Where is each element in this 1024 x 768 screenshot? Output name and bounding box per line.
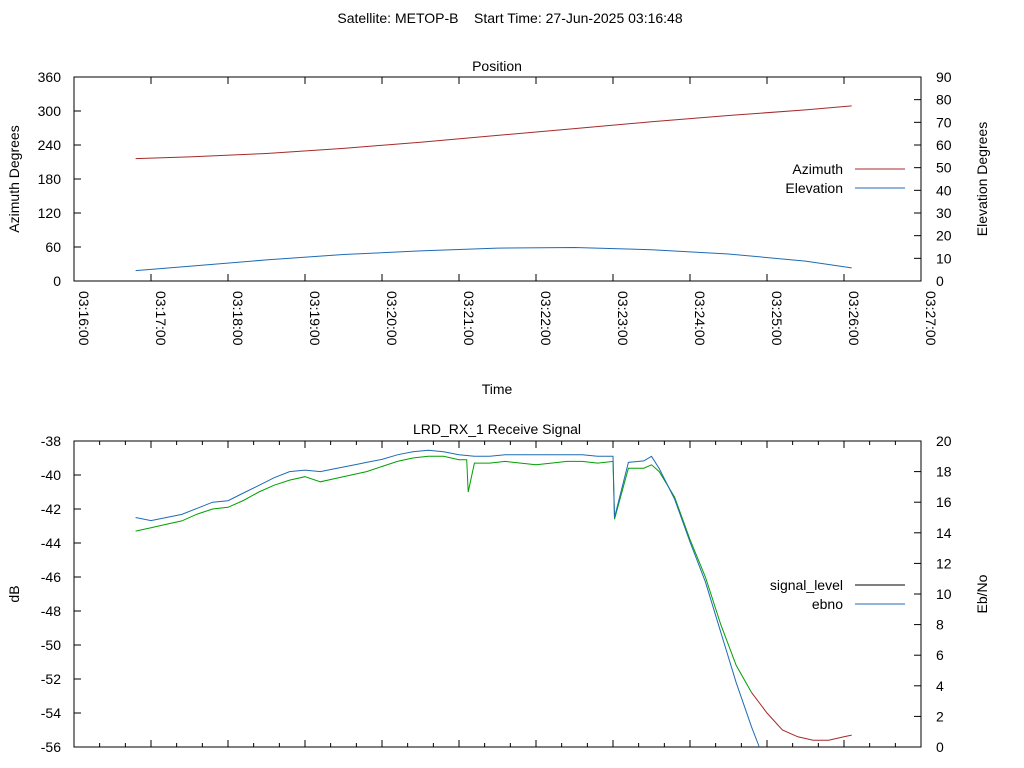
receive-signal-legend: signal_level ebno <box>770 577 905 612</box>
y-tick-label: -40 <box>41 467 61 483</box>
x-tick-label: 03:22:00 <box>538 291 554 346</box>
receive-signal-series-lines <box>135 449 852 748</box>
x-tick-label: 03:18:00 <box>230 291 246 346</box>
y2-tick-label: 70 <box>936 114 952 130</box>
y-tick-label: -50 <box>41 637 61 653</box>
series-line-ebno <box>135 449 760 748</box>
y2-tick-label: 16 <box>936 494 952 510</box>
position-legend: Azimuth Elevation <box>785 161 905 196</box>
receive-signal-axis-ticks: -56 -54 -52 -50 -48 -46 -44 -42 -40 -38 0 2 4 6 8 10 12 1… <box>41 433 952 755</box>
figure-suptitle: Satellite: METOP-B Start Time: 27-Jun-20… <box>337 10 682 26</box>
y2-tick-label: 14 <box>936 525 952 541</box>
y-tick-label: -38 <box>41 433 61 449</box>
y2-tick-label: 30 <box>936 205 952 221</box>
legend-label-signal-level: signal_level <box>770 577 843 593</box>
x-tick-label: 03:17:00 <box>153 291 169 346</box>
y-tick-label: -52 <box>41 671 61 687</box>
x-tick-label: 03:27:00 <box>923 291 939 346</box>
y2-tick-label: 18 <box>936 464 952 480</box>
position-y-axis-label: Azimuth Degrees <box>6 125 22 232</box>
y-tick-label: -48 <box>41 603 61 619</box>
position-chart-title: Position <box>472 58 522 74</box>
receive-signal-y-axis-label: dB <box>6 585 22 602</box>
series-line-azimuth <box>135 105 852 160</box>
y2-tick-label: 10 <box>936 250 952 266</box>
y2-tick-label: 12 <box>936 555 952 571</box>
y2-tick-label: 20 <box>936 433 952 449</box>
y-tick-label: -46 <box>41 569 61 585</box>
position-y2-axis-label: Elevation Degrees <box>974 122 990 236</box>
x-tick-label: 03:20:00 <box>384 291 400 346</box>
series-line-signal-level <box>751 692 852 741</box>
y2-tick-label: 0 <box>936 739 944 755</box>
position-x-axis-label: Time <box>482 381 513 397</box>
x-tick-label: 03:26:00 <box>846 291 862 346</box>
y-tick-label: 180 <box>38 171 62 187</box>
legend-label-elevation: Elevation <box>785 180 843 196</box>
legend-label-azimuth: Azimuth <box>792 161 843 177</box>
y-tick-label: -54 <box>41 705 61 721</box>
y2-tick-label: 90 <box>936 69 952 85</box>
y2-tick-label: 2 <box>936 708 944 724</box>
y-tick-label: -56 <box>41 739 61 755</box>
y2-tick-label: 60 <box>936 137 952 153</box>
y-tick-label: 360 <box>38 69 62 85</box>
y2-tick-label: 20 <box>936 228 952 244</box>
y-tick-label: 0 <box>53 273 61 289</box>
y2-tick-label: 6 <box>936 647 944 663</box>
position-axis-ticks: 0 60 120 180 240 300 360 0 10 20 30 40 50 60 70 80 90 03:… <box>38 69 952 346</box>
y-tick-label: 120 <box>38 205 62 221</box>
y-tick-label: -42 <box>41 501 61 517</box>
x-tick-label: 03:16:00 <box>76 291 92 346</box>
y-tick-label: 240 <box>38 137 62 153</box>
x-tick-label: 03:21:00 <box>461 291 477 346</box>
x-tick-label: 03:24:00 <box>692 291 708 346</box>
receive-signal-chart: LRD_RX_1 Receive Signal -56-54-52-50-48-… <box>6 421 990 755</box>
y-tick-label: 300 <box>38 103 62 119</box>
receive-signal-y2-axis-label: Eb/No <box>974 574 990 613</box>
x-tick-label: 03:19:00 <box>307 291 323 346</box>
y2-tick-label: 50 <box>936 160 952 176</box>
x-tick-label: 03:25:00 <box>769 291 785 346</box>
y2-tick-label: 8 <box>936 617 944 633</box>
receive-signal-plot-frame <box>73 440 922 748</box>
series-line-signal-level <box>135 455 753 693</box>
position-plot-frame <box>73 76 922 282</box>
position-series-lines <box>135 105 852 272</box>
position-chart: Position 0 60 120 180 240 300 360 0 10 20 30 40 50 60… <box>6 58 990 397</box>
receive-signal-chart-title: LRD_RX_1 Receive Signal <box>413 421 581 437</box>
y2-tick-label: 0 <box>936 273 944 289</box>
y2-tick-label: 4 <box>936 678 944 694</box>
y-tick-label: 60 <box>45 239 61 255</box>
series-line-elevation <box>135 246 852 272</box>
y2-tick-label: 10 <box>936 586 952 602</box>
y2-tick-label: 40 <box>936 182 952 198</box>
legend-label-ebno: ebno <box>812 596 843 612</box>
x-tick-label: 03:23:00 <box>615 291 631 346</box>
y2-tick-label: 80 <box>936 92 952 108</box>
y-tick-label: -44 <box>41 535 61 551</box>
